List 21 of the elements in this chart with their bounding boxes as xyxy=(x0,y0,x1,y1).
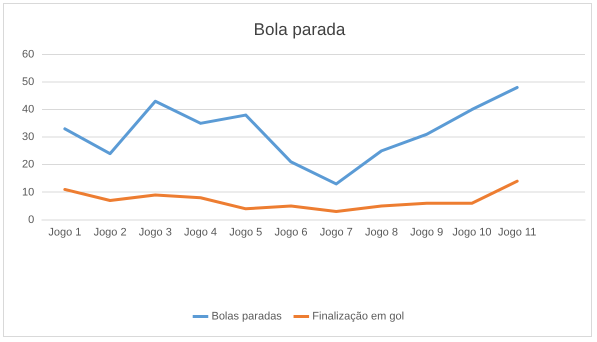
y-tick-label: 40 xyxy=(22,104,34,116)
x-tick-label: Jogo 6 xyxy=(274,226,308,238)
legend-label: Bolas paradas xyxy=(211,310,282,323)
x-tick-label: Jogo 10 xyxy=(452,226,492,238)
legend-label: Finalização em gol xyxy=(312,310,404,323)
y-tick-label: 60 xyxy=(22,48,34,60)
x-tick-label: Jogo 11 xyxy=(498,226,536,238)
x-tick-label: Jogo 4 xyxy=(184,226,218,238)
y-tick-label: 20 xyxy=(22,158,34,171)
x-tick-label: Jogo 9 xyxy=(410,226,444,238)
chart-title: Bola parada xyxy=(254,20,346,39)
x-tick-label: Jogo 2 xyxy=(94,226,127,238)
y-tick-label: 30 xyxy=(22,131,34,144)
x-tick-label: Jogo 1 xyxy=(48,226,82,238)
y-tick-label: 0 xyxy=(28,214,34,226)
x-tick-label: Jogo 7 xyxy=(320,226,353,238)
y-tick-label: 50 xyxy=(22,76,34,88)
y-tick-label: 10 xyxy=(22,186,34,198)
x-tick-label: Jogo 8 xyxy=(364,226,398,238)
x-tick-label: Jogo 3 xyxy=(138,226,172,238)
x-tick-label: Jogo 5 xyxy=(229,226,262,238)
